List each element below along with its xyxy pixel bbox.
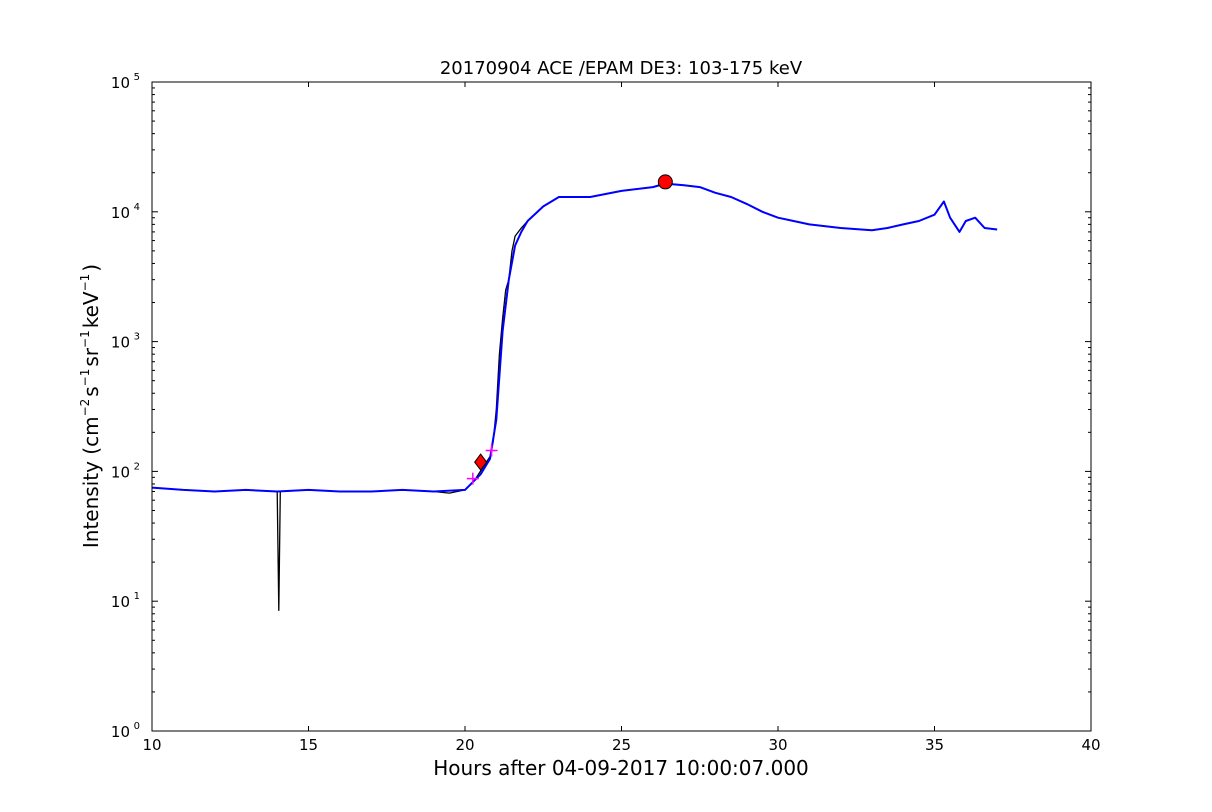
plot-area bbox=[151, 81, 1092, 732]
x-tick-label: 20 bbox=[455, 736, 474, 754]
y-tick-label-exponent: 5 bbox=[134, 72, 140, 83]
y-axis: 10 0 10 1 10 2 10 3 10 4 10 5 bbox=[111, 72, 1091, 741]
x-axis-label: Hours after 04-09-2017 10:00:07.000 bbox=[433, 756, 809, 780]
diamond-marker bbox=[474, 453, 488, 471]
y-tick-label: 10 bbox=[111, 74, 130, 92]
y-tick-label: 10 bbox=[111, 204, 130, 222]
y-tick-label: 10 bbox=[111, 593, 130, 611]
x-axis: 10 15 20 25 30 35 40 bbox=[142, 82, 1101, 754]
series-line-2 bbox=[151, 182, 998, 493]
chart-title: 20170904 ACE /EPAM DE3: 103-175 keV bbox=[440, 58, 803, 79]
y-tick-label-exponent: 1 bbox=[134, 591, 140, 602]
y-tick-label-exponent: 3 bbox=[134, 332, 140, 343]
marker-layer bbox=[466, 174, 673, 485]
peak-circle-marker bbox=[657, 174, 673, 190]
x-tick-label: 25 bbox=[612, 736, 631, 754]
y-tick-label: 10 bbox=[111, 334, 130, 352]
x-tick-label: 30 bbox=[768, 736, 787, 754]
x-tick-label: 15 bbox=[299, 736, 318, 754]
y-tick-label: 10 bbox=[111, 463, 130, 481]
series-layer bbox=[151, 182, 998, 612]
x-tick-label: 10 bbox=[142, 736, 161, 754]
y-tick-label-exponent: 2 bbox=[134, 461, 140, 472]
y-axis-label: Intensity (cm−2s−1sr−1keV−1) bbox=[78, 264, 103, 548]
x-tick-label: 40 bbox=[1081, 736, 1100, 754]
y-tick-label-exponent: 4 bbox=[134, 202, 140, 213]
x-tick-label: 35 bbox=[925, 736, 944, 754]
plot-background bbox=[152, 82, 1091, 731]
plus-marker-1 bbox=[466, 472, 479, 485]
y-tick-label-exponent: 0 bbox=[134, 721, 140, 732]
plus-marker-2 bbox=[485, 444, 498, 457]
y-tick-label: 10 bbox=[111, 723, 130, 741]
